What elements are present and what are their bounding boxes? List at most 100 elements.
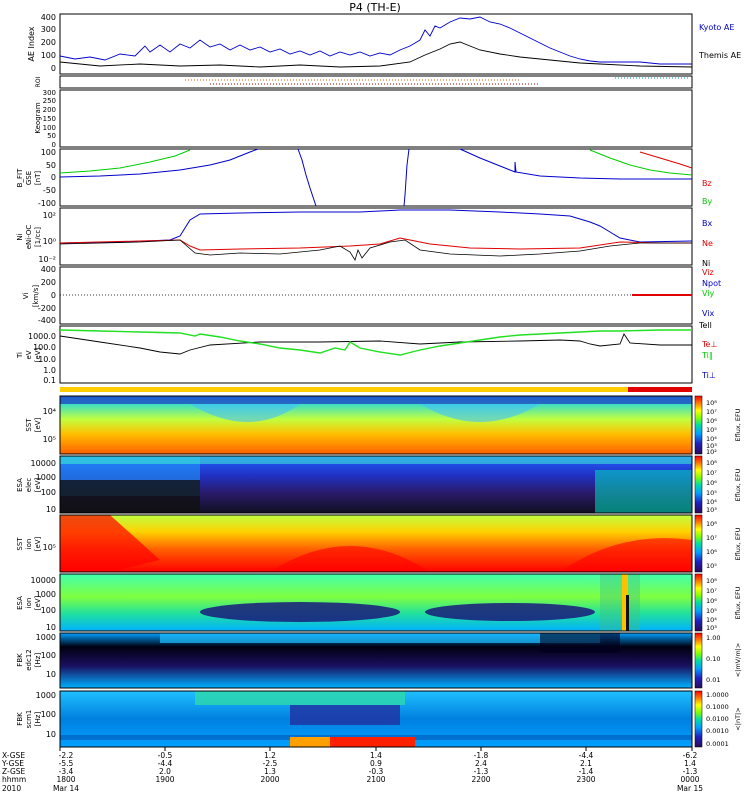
cbar-fbk-edc [694, 632, 703, 689]
vi-tick: 400 [41, 265, 56, 274]
fbk-edc-ylabel: FBK [16, 653, 24, 667]
ni-legend-ni: Ni [702, 259, 710, 268]
x-axis-row-labels: X-GSE Y-GSE Z-GSE hhmm 2010 [1, 751, 26, 793]
esa-e-tick: 10 [46, 505, 56, 514]
ti-tick: 100.0 [33, 343, 56, 352]
cbar-sst-i [694, 514, 703, 573]
vi-tick: 200 [41, 278, 56, 287]
ae-tick: 300 [41, 25, 56, 34]
ae-tick: 0 [51, 64, 56, 73]
cbar-tick: 10² [706, 448, 717, 456]
x-row-label: 2010 [2, 784, 21, 793]
ti-ylabel: Ti [16, 352, 24, 359]
ti-tell-line [59, 333, 692, 355]
cbar-tick: 10⁵ [706, 426, 717, 434]
cbar-tick: 0.10 [706, 655, 720, 663]
esa-i-tick: 10000 [31, 576, 56, 585]
bfit-tick: 0 [51, 173, 56, 182]
bfit-bz-line [639, 151, 693, 169]
ti-legend-tiperp: Ti⊥ [701, 371, 716, 380]
cbar-tick: 0.1000 [706, 703, 729, 711]
esa-e-panel: ESA elec [eV] 10000 1000 100 10 [16, 455, 693, 514]
x-col-val: 1800 [56, 775, 75, 784]
cbar-sst-e [694, 395, 703, 455]
cbar-tick: 10⁷ [706, 408, 717, 416]
vi-ylabel: Vi [22, 293, 30, 300]
cbar-tick: 10⁸ [706, 459, 717, 467]
x-col-val: 2100 [366, 775, 385, 784]
x-axis-ticks [59, 747, 693, 751]
sst-i-ylabel: ion [25, 539, 33, 550]
fbk-scm-tick: 100 [41, 710, 56, 719]
esa-e-tick: 1000 [36, 473, 56, 482]
fbk-scm-ylabel: [Hz] [34, 712, 42, 727]
x-col-val: 2.4 [475, 759, 487, 768]
x-col-val: 0000 [680, 775, 699, 784]
keogram-tick: 150 [43, 115, 56, 123]
ae-panel: AE Index 400 300 200 100 0 Kyoto AE Them… [27, 13, 741, 75]
ti-tick: 1000.0 [28, 332, 56, 341]
cbar-tick: 10⁴ [706, 616, 717, 624]
ni-tick: 10⁻² [38, 255, 56, 264]
esa-i-ylabel: [eV] [34, 595, 42, 610]
sst-i-panel: SST ion [eV] 10⁵ [16, 514, 693, 573]
x-col-val: Mar 15 [677, 784, 703, 793]
x-col-val: -1.3 [474, 767, 489, 776]
vi-legend-viz: Viz [702, 268, 714, 277]
themis-ae-line [59, 41, 693, 68]
esa-i-tick: 10 [46, 623, 56, 632]
x-row-label: hhmm [2, 775, 26, 784]
themis-ae-legend: Themis AE [698, 51, 741, 60]
bfit-by-line [589, 149, 693, 176]
ae-ticks: 400 300 200 100 0 [41, 13, 56, 73]
bfit-ylabel: [nT] [34, 171, 42, 185]
kyoto-ae-legend: Kyoto AE [699, 23, 734, 32]
cbar-tick: 10⁶ [706, 417, 717, 425]
ni-ylabel: eNi-OC [25, 225, 33, 250]
bfit-ylabel: B_FIT [16, 168, 24, 187]
esa-e-ylabel: [eV] [34, 477, 42, 492]
fbk-edc-ylabel: [Hz] [34, 653, 42, 668]
cbar-esa-e [694, 455, 703, 514]
x-col-val: -6.2 [683, 751, 698, 760]
sst-i-ylabel: SST [16, 537, 24, 551]
x-col-val: 2.0 [159, 767, 171, 776]
esa-e-ylabel: ESA [16, 478, 24, 492]
x-col-val: 1900 [155, 775, 174, 784]
sst-e-ylabel: [eV] [34, 417, 42, 432]
ti-tpar-line [59, 329, 692, 356]
x-col-val: -0.3 [369, 767, 384, 776]
cbar-tick: 10⁵ [706, 562, 717, 570]
esa-e-tick: 10000 [31, 459, 56, 468]
cbar-tick: 0.0001 [706, 740, 729, 748]
x-col-val: -4.4 [158, 759, 173, 768]
ti-legend-teperp: Te⊥ [701, 340, 717, 349]
bfit-bx-line [459, 148, 692, 180]
cbar-tick: 10⁵ [706, 607, 717, 615]
bfit-panel: B_FIT GSE [nT] 100 50 0 -50 -100 Bz By B… [16, 148, 712, 228]
x-col-val: 2300 [576, 775, 595, 784]
fbk-edc-tick: 10 [46, 670, 56, 679]
x-col-val: -1.4 [579, 767, 594, 776]
x-col-val: 1.2 [264, 751, 276, 760]
cbar-tick: 10³ [706, 442, 717, 450]
x-col-val: -4.4 [579, 751, 594, 760]
sst-e-tick: 10⁴ [43, 407, 56, 416]
bfit-tick: -50 [43, 186, 56, 195]
vi-legend-viy: Viy [702, 289, 715, 298]
cbar-label: <|nT|> [734, 707, 742, 730]
bfit-tick: 100 [41, 148, 56, 157]
x-col-val: -1.3 [683, 767, 698, 776]
cbar-label: Eflux, EFU [734, 468, 742, 501]
cbar-tick: 10⁷ [706, 469, 717, 477]
keogram-ylabel: Keogram [34, 102, 42, 133]
colorbars: 10⁸ 10⁷ 10⁶ 10⁵ 10⁴ 10³ 10² 10⁸ 10⁷ 10⁶ … [694, 395, 742, 748]
roi-panel: ROI [35, 75, 693, 89]
x-col-val: 1.4 [684, 759, 696, 768]
x-row-label: Y-GSE [1, 759, 24, 768]
fbk-edc-ylabel: edc12 [25, 649, 33, 671]
cbar-label: Eflux, EFU [734, 527, 742, 560]
bfit-tick: 50 [46, 161, 56, 170]
ae-ylabel: AE Index [27, 26, 36, 61]
